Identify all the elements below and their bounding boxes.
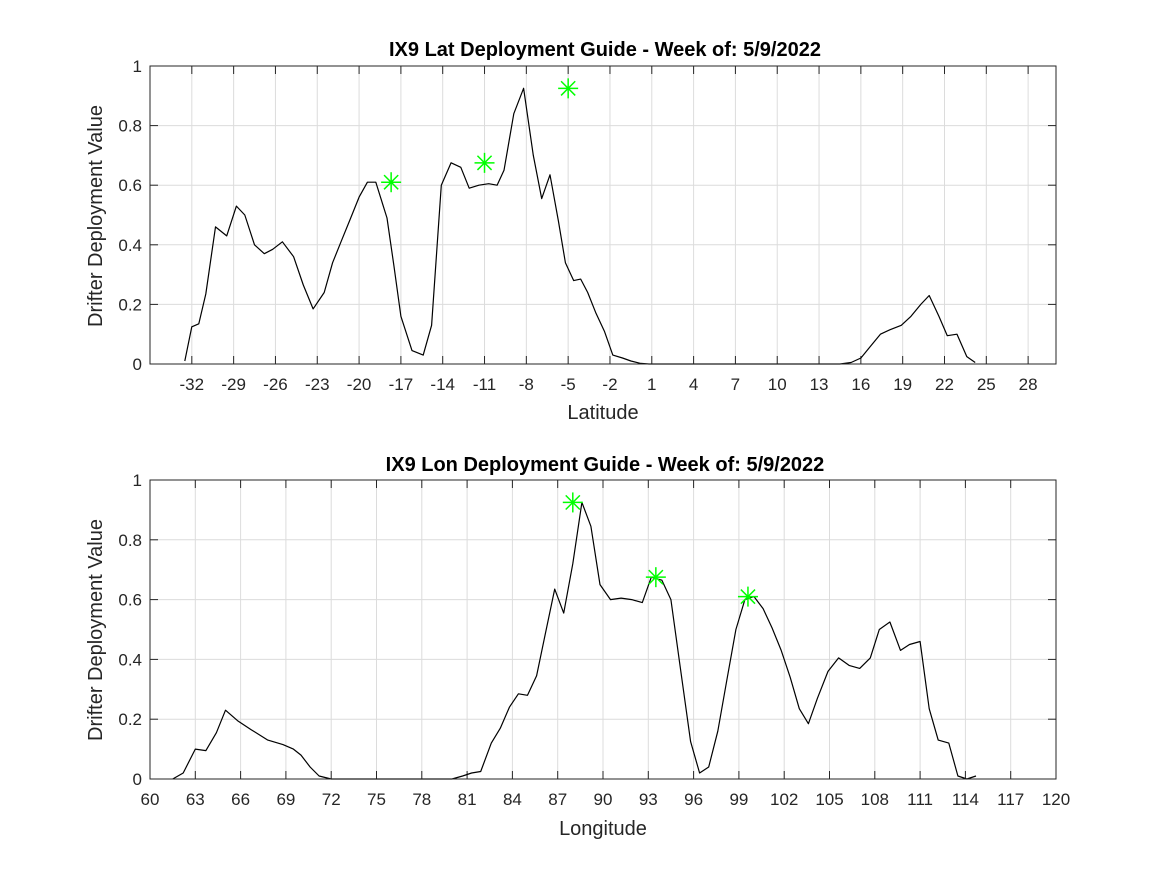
x-tick-label: 78 xyxy=(412,790,431,809)
x-tick-label: 63 xyxy=(186,790,205,809)
series-line xyxy=(172,501,977,780)
peak-marker-star xyxy=(474,152,495,173)
x-axis-label: Longitude xyxy=(559,818,647,840)
x-tick-label: 114 xyxy=(952,790,979,809)
x-tick-label: 117 xyxy=(997,790,1024,809)
x-tick-label: 87 xyxy=(548,790,567,809)
x-tick-label: 13 xyxy=(810,375,829,394)
star-stroke xyxy=(740,589,756,605)
y-tick-label: 0.6 xyxy=(118,591,142,610)
star-stroke xyxy=(648,569,664,585)
x-tick-label: -26 xyxy=(263,375,288,394)
x-tick-label: 22 xyxy=(935,375,954,394)
latitude-chart: IX9 Lat Deployment Guide - Week of: 5/9/… xyxy=(85,39,1057,424)
x-tick-label: 102 xyxy=(770,790,798,809)
x-tick-label: 28 xyxy=(1019,375,1038,394)
y-tick-label: 1 xyxy=(133,471,142,490)
x-tick-label: 10 xyxy=(768,375,787,394)
y-tick-label: 0.4 xyxy=(118,236,142,255)
peak-markers xyxy=(381,78,579,193)
grid xyxy=(149,479,1057,780)
y-tick-label: 0.2 xyxy=(118,710,142,729)
x-tick-label: 25 xyxy=(977,375,996,394)
x-tick-label: 1 xyxy=(647,375,656,394)
x-tick-label: 120 xyxy=(1042,790,1070,809)
y-tick-label: 0.4 xyxy=(118,650,142,669)
x-tick-label: 99 xyxy=(729,790,748,809)
star-stroke xyxy=(476,155,493,171)
x-tick-label: 93 xyxy=(639,790,658,809)
x-tick-label: -20 xyxy=(347,375,372,394)
peak-marker-star xyxy=(645,567,666,588)
x-tick-label: -32 xyxy=(180,375,205,394)
grid xyxy=(150,65,1056,365)
plot-frame xyxy=(149,65,1057,365)
chart-title: IX9 Lat Deployment Guide - Week of: 5/9/… xyxy=(389,39,821,61)
star-stroke xyxy=(565,494,581,511)
x-tick-label: 105 xyxy=(815,790,843,809)
x-tick-label: 108 xyxy=(861,790,889,809)
x-tick-label: -11 xyxy=(473,375,496,394)
x-tick-label: 66 xyxy=(231,790,250,809)
y-axis-label: Drifter Deployment Value xyxy=(85,519,107,741)
peak-marker-star xyxy=(562,492,583,513)
star-stroke xyxy=(383,174,399,190)
chart-title: IX9 Lon Deployment Guide - Week of: 5/9/… xyxy=(386,454,825,476)
x-tick-label: -2 xyxy=(602,375,617,394)
x-tick-label: 111 xyxy=(907,790,933,809)
x-tick-label: 96 xyxy=(684,790,703,809)
star-stroke xyxy=(560,80,576,96)
y-tick-label: 1 xyxy=(133,57,142,76)
series-line xyxy=(184,87,976,365)
y-tick-label: 0.8 xyxy=(118,117,142,136)
x-tick-label: 75 xyxy=(367,790,386,809)
axis-ticks: -32 -29 -26 -23 -20 -17 -14 -11 -8 -5 -2 1 4 7 10 13 16 1… xyxy=(118,57,1056,394)
y-tick-label: 0.6 xyxy=(118,176,142,195)
y-tick-label: 0.2 xyxy=(118,295,142,314)
x-tick-label: 90 xyxy=(594,790,613,809)
longitude-chart: IX9 Lon Deployment Guide - Week of: 5/9/… xyxy=(85,454,1070,840)
series-layer xyxy=(184,87,976,365)
x-tick-label: 72 xyxy=(322,790,341,809)
x-tick-label: -23 xyxy=(305,375,330,394)
x-tick-label: -29 xyxy=(221,375,246,394)
peak-marker-star xyxy=(381,172,402,193)
x-tick-label: 81 xyxy=(458,790,477,809)
peak-marker-star xyxy=(737,586,758,607)
peak-marker-star xyxy=(558,78,579,99)
x-axis-label: Latitude xyxy=(567,402,638,424)
x-tick-label: -5 xyxy=(561,375,576,394)
x-tick-label: 16 xyxy=(851,375,870,394)
x-tick-label: 69 xyxy=(276,790,295,809)
y-axis-label: Drifter Deployment Value xyxy=(85,105,107,327)
x-tick-label: 19 xyxy=(893,375,912,394)
plot-frame xyxy=(149,479,1057,780)
axis-ticks: 60 63 66 69 72 75 78 81 84 87 90 93 96 99 102 105 108 111… xyxy=(118,471,1070,809)
series-layer xyxy=(172,501,977,780)
y-tick-label: 0 xyxy=(133,355,142,374)
x-tick-label: -14 xyxy=(430,375,455,394)
x-tick-label: 7 xyxy=(731,375,740,394)
x-tick-label: 60 xyxy=(141,790,160,809)
x-tick-label: -8 xyxy=(519,375,534,394)
peak-markers xyxy=(562,492,758,607)
x-tick-label: 4 xyxy=(689,375,698,394)
x-tick-label: -17 xyxy=(389,375,414,394)
y-tick-label: 0 xyxy=(133,770,142,789)
x-tick-label: 84 xyxy=(503,790,522,809)
y-tick-label: 0.8 xyxy=(118,531,142,550)
